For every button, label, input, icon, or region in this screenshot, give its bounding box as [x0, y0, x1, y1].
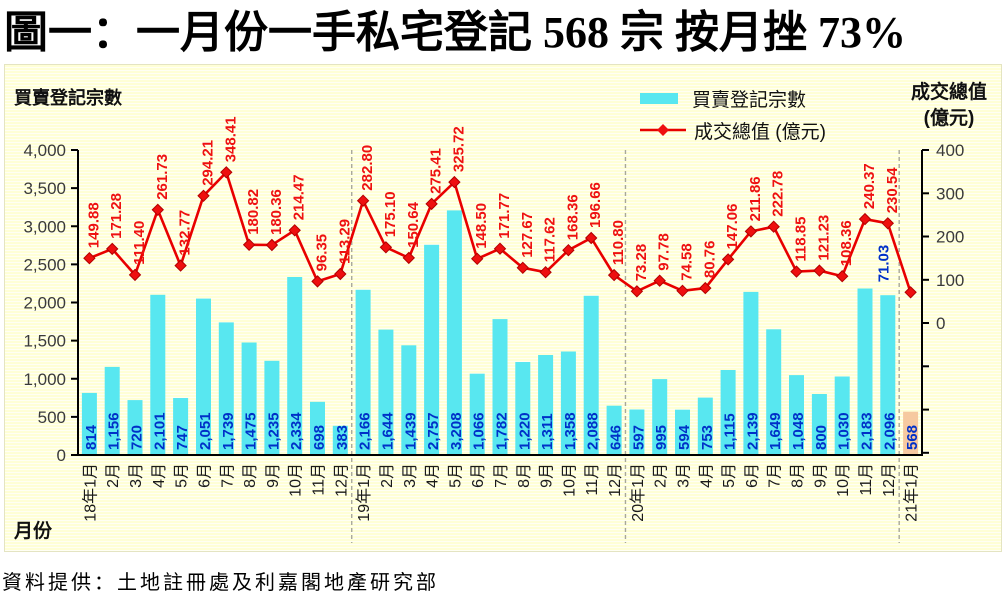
bar-swatch-icon	[640, 92, 678, 104]
left-axis-title: 買賣登記宗數	[14, 88, 122, 108]
legend-item-line: 成交總值 (億元)	[640, 114, 826, 146]
chart-panel	[4, 64, 1002, 552]
legend-bar-label: 買賣登記宗數	[692, 89, 807, 111]
line-marker-icon	[640, 124, 686, 136]
legend-item-bar: 買賣登記宗數	[640, 82, 826, 114]
right-axis-title-line1: 成交總值	[910, 82, 987, 103]
x-axis-title: 月份	[14, 521, 53, 542]
source-credit: 資料提供：土地註冊處及利嘉閣地產研究部	[2, 572, 439, 594]
legend-line-label: 成交總值 (億元)	[694, 121, 826, 143]
right-axis-title-line2: (億元)	[923, 108, 975, 129]
chart-title: 圖一：一月份一手私宅登記 568 宗 按月挫 73%	[4, 8, 906, 57]
legend: 買賣登記宗數 成交總值 (億元)	[640, 82, 826, 146]
right-axis-title: 成交總值 (億元)	[896, 80, 1002, 132]
